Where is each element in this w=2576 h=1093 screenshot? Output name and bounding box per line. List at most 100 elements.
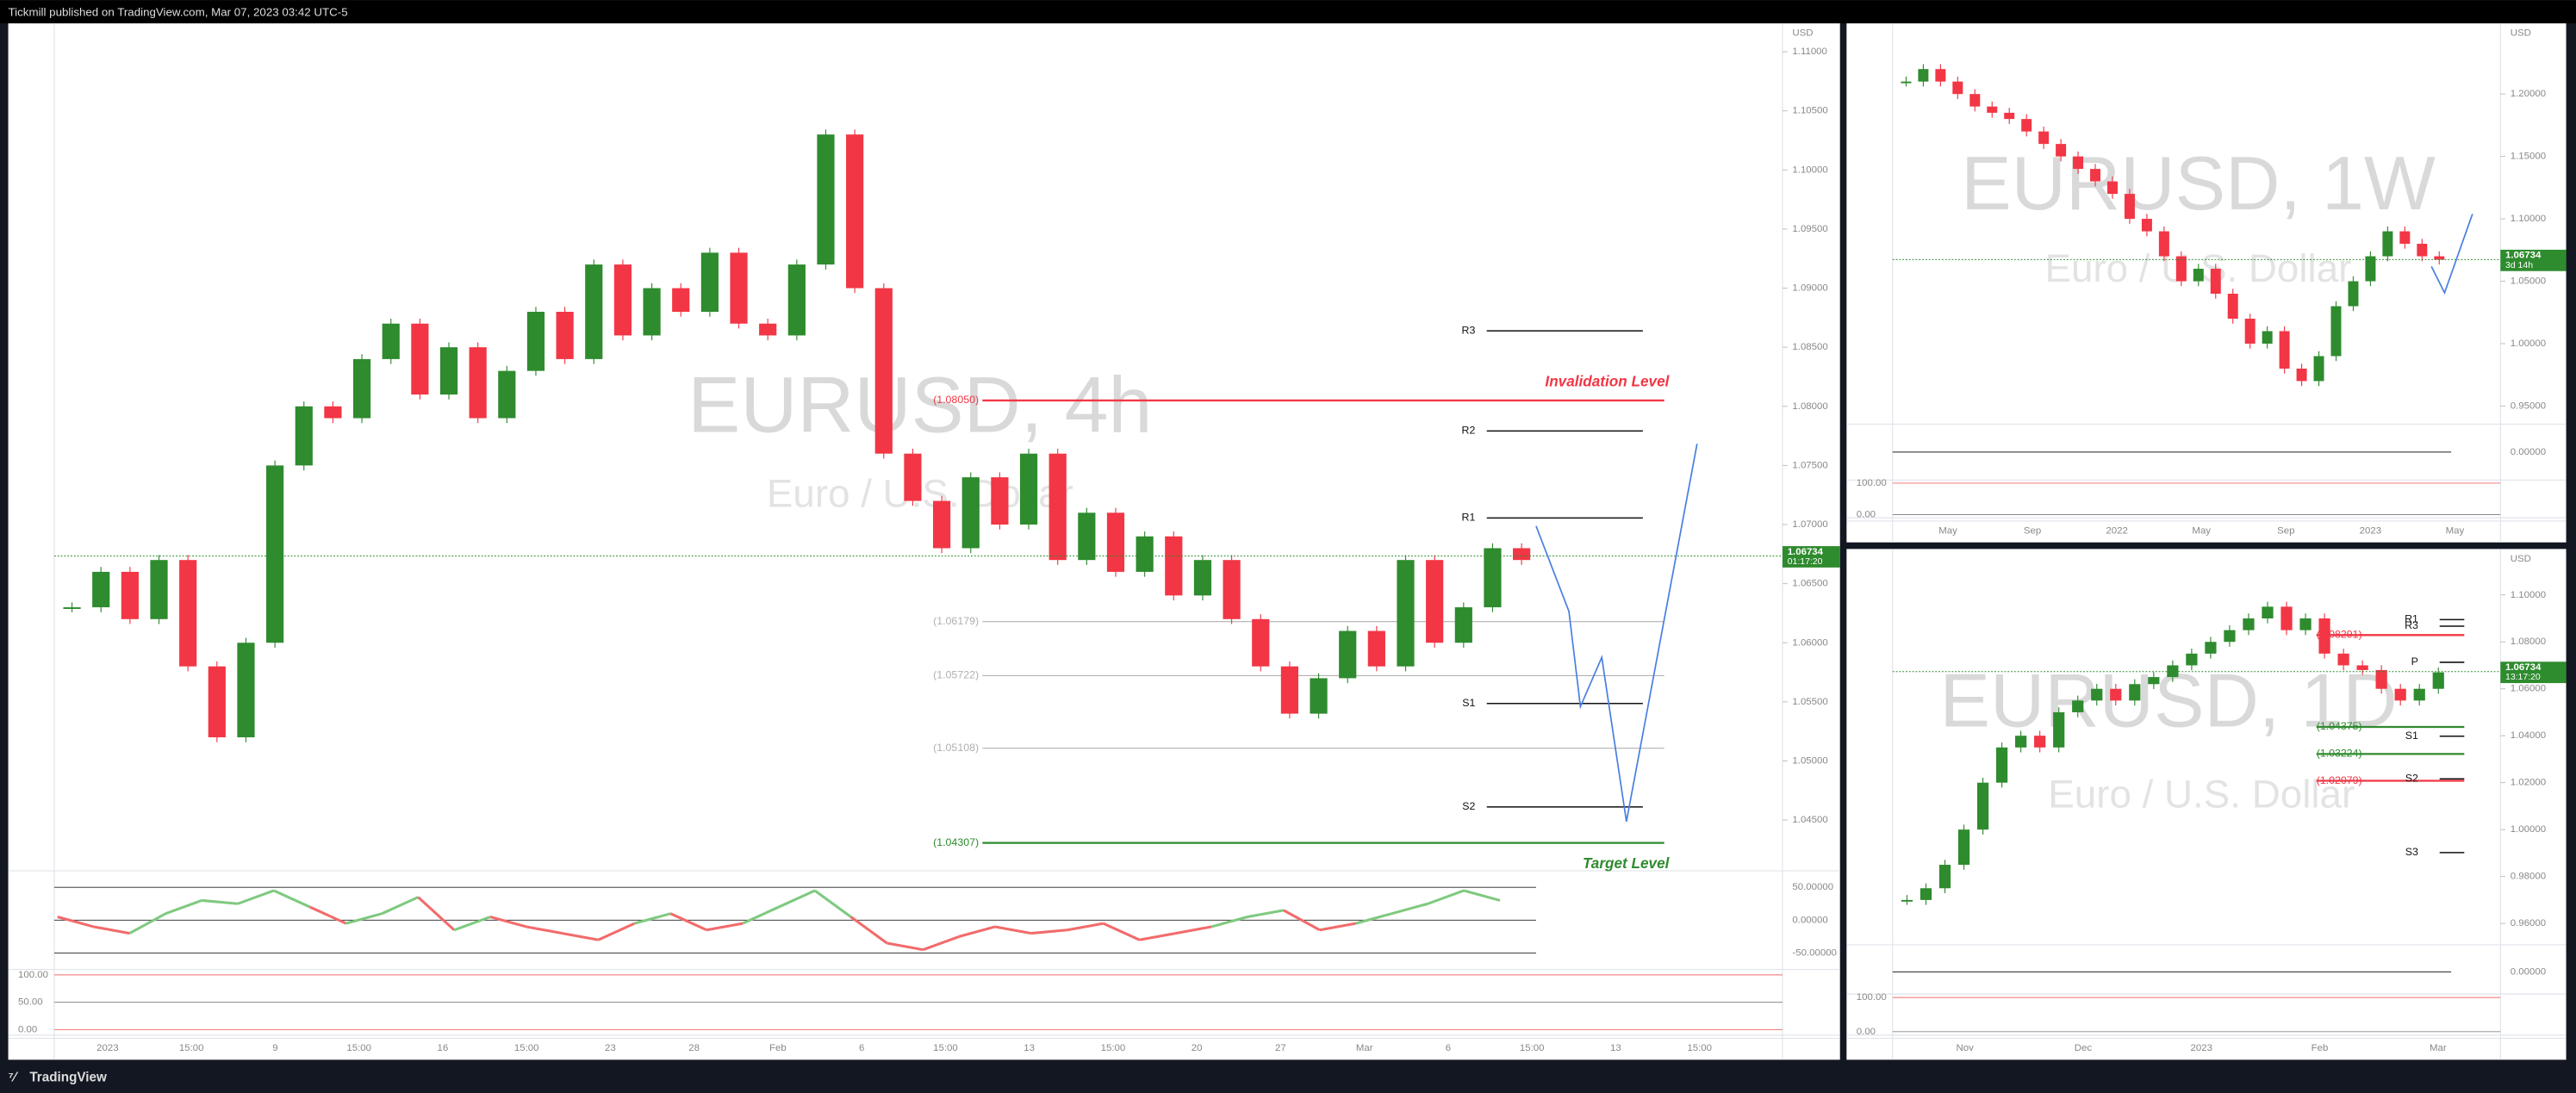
candle [1484,548,1502,608]
price-tick-label: 1.05500 [1792,697,1827,707]
candle [1987,106,1998,113]
currency: USD [1792,28,1813,39]
candle [2432,672,2444,689]
time-label: 2023 [2191,1043,2212,1053]
time-label: 27 [1275,1043,1286,1053]
osc-segment [273,889,311,909]
time-label: 6 [859,1043,864,1053]
osc-segment [381,896,419,916]
osc-segment [1210,916,1248,928]
candle [1078,512,1096,561]
last-price: 1.06734 [1788,547,1824,557]
candle [352,358,371,419]
pivot-label: R2 [1462,425,1476,437]
osc-segment [93,925,130,935]
level-label: (1.02079) [2317,774,2362,786]
price-tick-label: 1.06000 [1792,637,1827,648]
candle [2244,318,2256,344]
candle [1957,829,1970,866]
osc-tick-label: 50.00000 [1792,882,1833,892]
candle [1339,630,1357,679]
price-tick-label: 1.11000 [1792,47,1827,57]
candle [2382,231,2393,257]
candle [324,406,342,419]
candle [2337,653,2349,666]
osc-segment [417,896,456,931]
osc-tick-label: 0.00000 [1792,915,1827,925]
candle [2413,688,2425,701]
last-price: 1.06734 [2505,251,2542,261]
level-label: (1.08050) [933,394,979,406]
candle [1952,81,1963,95]
candle [2299,618,2312,630]
countdown: 13:17:20 [2505,673,2541,682]
time-label: Dec [2075,1043,2093,1053]
price-tick-label: 1.10000 [2511,590,2546,600]
osc-segment [813,889,852,918]
candle [2279,331,2290,369]
candle [1223,560,1241,619]
osc-segment [128,912,167,935]
osc-segment [887,941,924,952]
candle [2394,688,2406,701]
candle [2107,181,2118,195]
candle [2158,231,2169,257]
osc-segment [309,905,347,925]
candle [700,252,719,313]
candle [2141,219,2152,232]
countdown: 01:17:20 [1788,557,1823,567]
osc-segment [958,925,996,938]
osc-segment [597,922,636,941]
time-label: 20 [1192,1043,1203,1053]
candle [1938,865,1951,889]
candle [1280,666,1299,714]
time-label: Nov [1956,1043,1974,1053]
candle [961,477,980,549]
time-label: 15:00 [933,1043,958,1053]
time-label: Sep [2277,525,2294,536]
candle [498,370,516,419]
price-tick-label: 1.05000 [1792,756,1827,767]
candle [179,560,197,667]
candle [1976,782,1989,830]
time-label: 15:00 [346,1043,371,1053]
price-tick-label: 1.10000 [1792,165,1827,175]
brand: TradingView [29,1070,107,1084]
candle [2034,736,2046,748]
candle [1136,536,1154,572]
time-label: Feb [2312,1043,2329,1053]
last-price-box [2500,661,2567,684]
price-tick-label: 1.04000 [2511,730,2546,741]
osc-segment [562,932,599,941]
time-label: 28 [688,1043,700,1053]
level-label: (1.04307) [933,836,979,848]
osc-segment [1463,889,1501,902]
price-tick-label: 1.20000 [2511,89,2546,99]
time-label: 15:00 [1520,1043,1545,1053]
candle [1901,81,1912,84]
watermark: EURUSD, 4h [688,361,1152,449]
osc-segment [1175,925,1212,935]
candle [1426,560,1444,643]
candle [817,134,835,265]
price-tick-label: 1.07000 [1792,519,1827,530]
level-label: (1.05722) [933,669,979,681]
candle [874,288,893,454]
osc-segment [57,916,95,928]
candle [672,288,690,313]
osc-segment [1103,922,1141,941]
candle [1969,94,1981,107]
stoch-tick-label: 0.00 [1857,509,1876,519]
candle [2110,688,2122,701]
price-tick-label: 1.15000 [2511,152,2546,162]
currency: USD [2511,28,2531,39]
candle [2365,256,2376,282]
stoch-tick-label: 0.00 [18,1024,37,1034]
time-label: 15:00 [1101,1043,1126,1053]
candle [2193,269,2204,282]
candle [1996,747,2008,783]
candle [150,560,168,619]
price-tick-label: 1.10000 [2511,214,2546,224]
